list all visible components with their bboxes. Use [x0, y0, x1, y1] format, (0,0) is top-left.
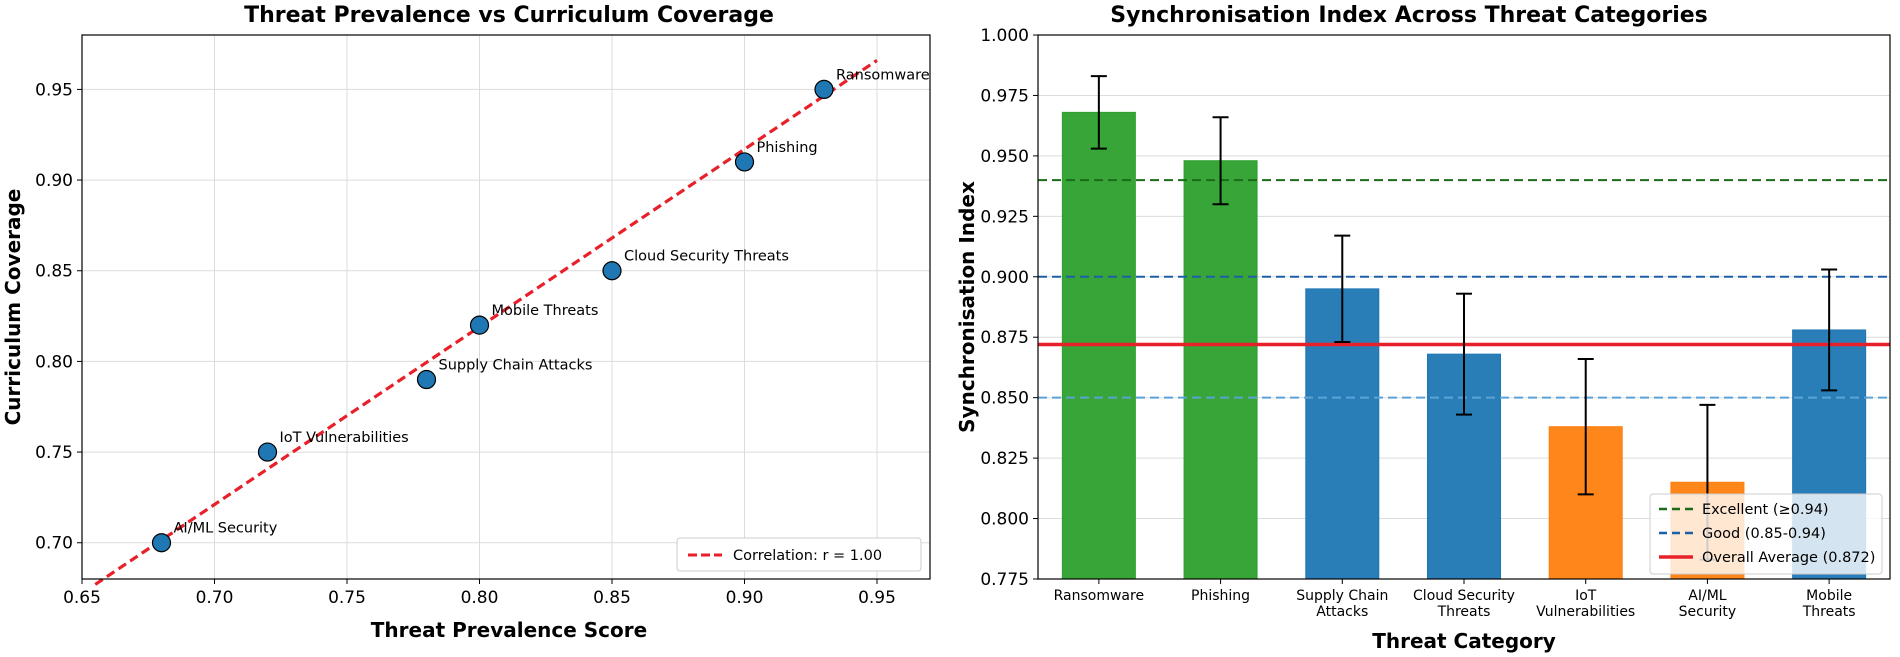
bar-x-tick-label: Security [1679, 604, 1737, 620]
bar-x-tick-label: Attacks [1316, 604, 1368, 620]
scatter-y-tick-label: 0.75 [35, 443, 73, 463]
scatter-chart: Threat Prevalence vs Curriculum Coverage… [1, 3, 931, 642]
scatter-point-iot-vulnerabilities [257, 442, 278, 462]
scatter-grid [81, 35, 930, 579]
bar-y-tick-label: 0.900 [980, 268, 1029, 288]
bar-x-tick-label: Threats [1802, 604, 1856, 620]
bar-y-tick-label: 0.925 [980, 207, 1029, 227]
scatter-point-label-mobile-threats: Mobile Threats [492, 303, 599, 319]
scatter-x-tick-label: 0.75 [328, 588, 366, 608]
scatter-point-label-phishing: Phishing [757, 140, 818, 156]
bar-x-tick-label: Supply Chain [1296, 588, 1388, 604]
bar-x-tick-label: Phishing [1191, 588, 1250, 604]
scatter-y-tick-label: 0.95 [35, 80, 73, 100]
scatter-y-tick-label: 0.85 [35, 262, 73, 282]
bar-legend: Excellent (≥0.94) Good (0.85-0.94) Overa… [1649, 493, 1883, 575]
scatter-x-axis-label: Threat Prevalence Score [371, 618, 647, 642]
scatter-y-tick-label: 0.70 [35, 534, 73, 554]
scatter-x-tick-label: 0.85 [593, 588, 631, 608]
bar-y-tick-label: 0.800 [980, 510, 1029, 530]
scatter-point-label-cloud-security-threats: Cloud Security Threats [624, 249, 789, 265]
scatter-point-label-ransomware: Ransomware [836, 67, 930, 83]
bar-title: Synchronisation Index Across Threat Cate… [1110, 3, 1708, 28]
bar-x-tick-label: Cloud Security [1413, 588, 1515, 604]
scatter-point-cloud-security-threats [602, 261, 622, 281]
scatter-y-tick-label: 0.90 [35, 171, 73, 191]
bar-y-axis-label: Synchronisation Index [955, 181, 979, 433]
bar-legend-average-label: Overall Average (0.872) [1702, 550, 1875, 566]
scatter-y-tick-label: 0.80 [35, 352, 73, 372]
scatter-x-ticks: 0.65 0.70 0.75 0.80 0.85 0.90 0.95 [63, 579, 896, 608]
scatter-x-tick-label: 0.65 [63, 588, 101, 608]
scatter-x-tick-label: 0.95 [858, 588, 896, 608]
scatter-legend-box [676, 537, 922, 572]
bar-x-tick-label: IoT [1575, 588, 1597, 604]
bar-y-tick-label: 0.850 [980, 389, 1029, 409]
bar-plot-frame [1037, 34, 1891, 580]
scatter-point-ai-ml-security [151, 533, 172, 553]
scatter-point-supply-chain-attacks [416, 369, 437, 390]
scatter-x-tick-label: 0.70 [196, 588, 234, 608]
scatter-y-ticks: 0.70 0.75 0.80 0.85 0.90 0.95 [35, 80, 82, 554]
bar-legend-good-label: Good (0.85-0.94) [1702, 526, 1826, 542]
scatter-y-axis-label: Curriculum Coverage [1, 189, 25, 426]
scatter-plot-frame [81, 34, 931, 580]
scatter-legend-label: Correlation: r = 1.00 [733, 548, 882, 564]
bar-y-tick-label: 1.000 [980, 26, 1029, 46]
bar-x-tick-label: Mobile [1806, 588, 1852, 604]
scatter-title: Threat Prevalence vs Curriculum Coverage [244, 3, 774, 28]
scatter-legend: Correlation: r = 1.00 [676, 537, 922, 572]
scatter-points: Ransomware Phishing Cloud Security Threats… [151, 67, 930, 553]
bar-x-axis-label: Threat Category [1372, 629, 1556, 653]
scatter-point-phishing [734, 152, 755, 172]
bar-x-tick-label: AI/ML [1688, 588, 1727, 604]
scatter-point-mobile-threats [469, 315, 490, 335]
scatter-point-label-supply-chain-attacks: Supply Chain Attacks [439, 358, 593, 374]
scatter-point-ransomware [814, 79, 834, 100]
scatter-point-label-iot-vulnerabilities: IoT Vulnerabilities [280, 430, 409, 446]
bar-y-tick-label: 0.875 [980, 328, 1029, 348]
scatter-point-label-ai-ml-security: AI/ML Security [174, 521, 278, 537]
bar-y-tick-label: 0.950 [980, 147, 1029, 167]
bar-chart: Synchronisation Index Across Threat Cate… [955, 3, 1891, 653]
bar-y-ticks: 0.775 0.800 0.825 0.850 0.875 0.900 0.925 0.950… [980, 26, 1038, 590]
bar-y-tick-label: 0.975 [980, 86, 1029, 106]
scatter-x-tick-label: 0.90 [726, 588, 764, 608]
bar-x-tick-label: Vulnerabilities [1536, 604, 1635, 620]
bar-y-tick-label: 0.825 [980, 449, 1029, 469]
scatter-x-tick-label: 0.80 [461, 588, 499, 608]
bar-legend-box [1649, 493, 1883, 575]
bar-phishing [1183, 160, 1258, 580]
bar-x-tick-label: Ransomware [1054, 588, 1144, 604]
bar-x-tick-label: Threats [1437, 604, 1491, 620]
bar-y-tick-label: 0.775 [980, 570, 1029, 590]
bar-legend-excellent-label: Excellent (≥0.94) [1702, 502, 1829, 518]
